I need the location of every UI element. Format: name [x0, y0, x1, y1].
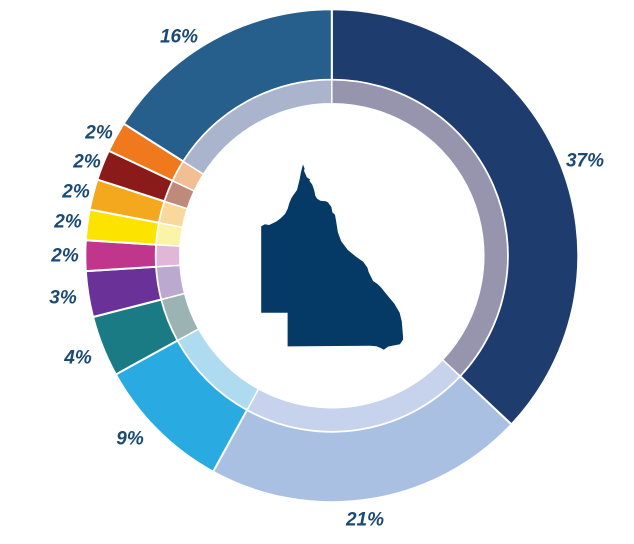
svg-text:2%: 2% — [61, 182, 90, 203]
svg-text:4%: 4% — [63, 348, 92, 369]
svg-text:37%: 37% — [566, 151, 604, 172]
svg-text:3%: 3% — [49, 288, 77, 309]
svg-text:2%: 2% — [50, 246, 79, 267]
svg-text:9%: 9% — [116, 429, 144, 450]
svg-text:2%: 2% — [53, 212, 82, 233]
svg-text:2%: 2% — [84, 123, 113, 144]
svg-text:21%: 21% — [345, 510, 384, 531]
svg-text:16%: 16% — [160, 27, 198, 48]
svg-text:2%: 2% — [72, 152, 101, 173]
